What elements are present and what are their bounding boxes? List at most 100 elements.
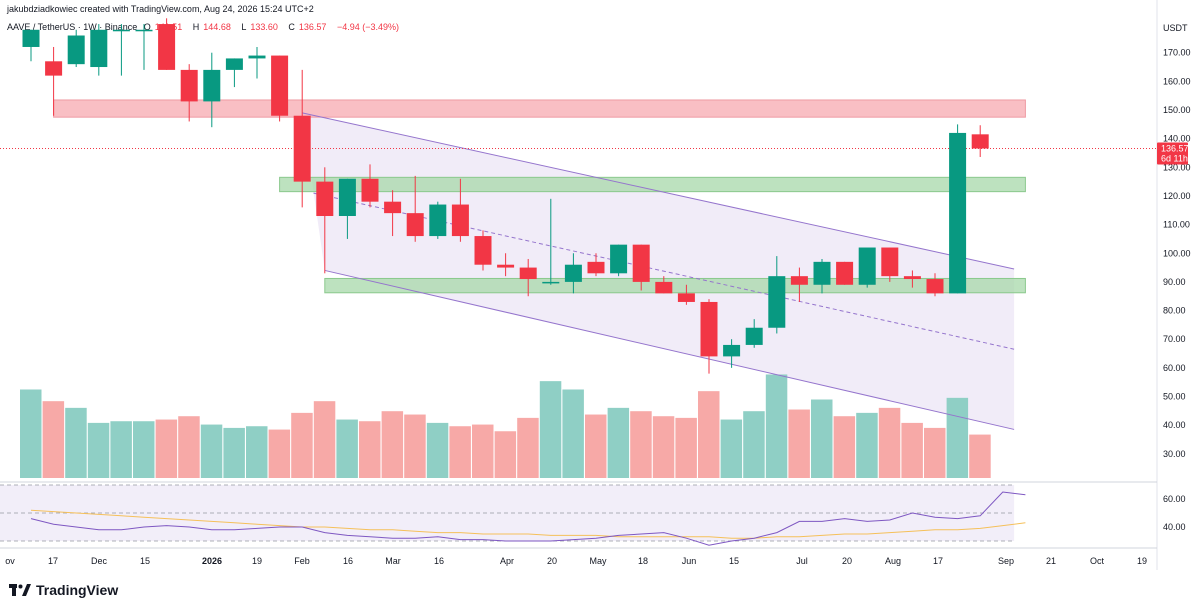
candle-body bbox=[700, 301, 718, 357]
time-tick-label: 20 bbox=[547, 556, 557, 566]
channel-lower-line bbox=[324, 269, 1015, 430]
volume-bar bbox=[65, 407, 87, 478]
candle-body bbox=[745, 327, 763, 345]
candle-body bbox=[519, 267, 537, 280]
time-tick-label: Jul bbox=[796, 556, 808, 566]
candle-body bbox=[474, 236, 492, 265]
time-tick-label: May bbox=[589, 556, 607, 566]
time-tick-label: 19 bbox=[1137, 556, 1147, 566]
volume-bar bbox=[381, 411, 404, 478]
volume-bar bbox=[924, 427, 946, 478]
currency-label: USDT bbox=[1163, 23, 1188, 33]
candle-body bbox=[90, 29, 108, 68]
candle-body bbox=[158, 24, 176, 70]
candle-body bbox=[135, 29, 153, 32]
time-tick-label: Apr bbox=[500, 556, 514, 566]
volume-bar bbox=[200, 424, 223, 478]
volume-bar bbox=[788, 409, 810, 478]
time-tick-label: 20 bbox=[842, 556, 852, 566]
last-price-badge bbox=[1157, 142, 1188, 165]
candle-body bbox=[587, 261, 605, 274]
volume-bar bbox=[630, 411, 652, 478]
candle-body bbox=[768, 276, 786, 328]
candle-body bbox=[632, 244, 650, 282]
time-tick-label: Dec bbox=[91, 556, 108, 566]
candle-body bbox=[564, 264, 582, 282]
brand-name: TradingView bbox=[36, 582, 119, 598]
price-tick-label: 80.00 bbox=[1163, 306, 1186, 316]
volume-bar bbox=[133, 421, 155, 478]
candle-body bbox=[406, 213, 424, 237]
volume-bar bbox=[652, 416, 675, 478]
volume-bar bbox=[698, 391, 720, 478]
rsi-line bbox=[30, 491, 1026, 546]
volume-bar bbox=[42, 401, 65, 478]
volume-bar bbox=[675, 417, 697, 478]
candle-body bbox=[293, 115, 311, 182]
volume-bar bbox=[562, 389, 584, 478]
price-tick-label: 130.00 bbox=[1163, 162, 1191, 172]
rsi-tick-label: 40.00 bbox=[1163, 522, 1186, 532]
last-price-value: 136.57 bbox=[1161, 143, 1189, 153]
volume-bar bbox=[765, 374, 788, 478]
price-tick-label: 150.00 bbox=[1163, 105, 1191, 115]
volume-bar bbox=[517, 417, 539, 478]
tradingview-logo-icon bbox=[9, 584, 31, 596]
price-tick-label: 60.00 bbox=[1163, 363, 1186, 373]
volume-bar bbox=[404, 414, 426, 478]
tradingview-brand[interactable]: TradingView bbox=[9, 582, 118, 598]
symbol-label[interactable]: AAVE / TetherUS · 1W · Binance bbox=[7, 22, 138, 32]
volume-bar bbox=[901, 422, 923, 478]
candle-body bbox=[22, 29, 40, 47]
support-zone-2 bbox=[324, 277, 1026, 294]
volume-bar bbox=[336, 419, 358, 478]
candle-body bbox=[497, 264, 515, 268]
price-tick-label: 70.00 bbox=[1163, 334, 1186, 344]
candle-body bbox=[384, 201, 402, 214]
low-group: L 133.60 bbox=[241, 22, 282, 32]
candle-body bbox=[858, 247, 876, 285]
time-tick-label: 21 bbox=[1046, 556, 1056, 566]
candle-body bbox=[610, 244, 628, 274]
price-tick-label: 50.00 bbox=[1163, 392, 1186, 402]
price-tick-label: 30.00 bbox=[1163, 449, 1186, 459]
time-tick-label: Oct bbox=[1090, 556, 1105, 566]
volume-bar bbox=[720, 419, 743, 478]
countdown-value: 6d 11h bbox=[1161, 153, 1188, 163]
volume-bar bbox=[426, 422, 449, 478]
candle-body bbox=[903, 276, 921, 280]
time-tick-label: 15 bbox=[729, 556, 739, 566]
volume-bar bbox=[291, 412, 313, 478]
low-label: L bbox=[241, 22, 247, 32]
time-tick-label: 16 bbox=[343, 556, 353, 566]
price-tick-label: 120.00 bbox=[1163, 191, 1191, 201]
volume-bar bbox=[969, 434, 991, 478]
volume-bar bbox=[856, 412, 878, 478]
high-value: 144.68 bbox=[203, 22, 231, 32]
high-label: H bbox=[192, 22, 200, 32]
volume-bar bbox=[178, 416, 200, 478]
change-value: −4.94 (−3.49%) bbox=[336, 22, 399, 32]
rsi-tick-label: 60.00 bbox=[1163, 494, 1186, 504]
candle-body bbox=[790, 276, 808, 285]
candle-body bbox=[225, 58, 243, 70]
time-tick-label: 17 bbox=[48, 556, 58, 566]
candle-body bbox=[813, 261, 831, 285]
price-tick-label: 100.00 bbox=[1163, 248, 1191, 258]
price-tick-label: 140.00 bbox=[1163, 134, 1191, 144]
time-tick-label: 17 bbox=[933, 556, 943, 566]
open-label: O bbox=[143, 22, 151, 32]
volume-bar bbox=[110, 421, 132, 478]
time-tick-label: 18 bbox=[638, 556, 648, 566]
candle-body bbox=[248, 55, 266, 59]
candle-body bbox=[180, 69, 198, 102]
volume-bar bbox=[246, 426, 268, 478]
low-value: 133.60 bbox=[250, 22, 278, 32]
candle-body bbox=[971, 134, 989, 149]
candle-body bbox=[271, 55, 289, 116]
time-tick-label: ov bbox=[5, 556, 15, 566]
time-tick-label: 2026 bbox=[202, 556, 222, 566]
time-tick-label: Jun bbox=[682, 556, 697, 566]
time-tick-label: 19 bbox=[252, 556, 262, 566]
